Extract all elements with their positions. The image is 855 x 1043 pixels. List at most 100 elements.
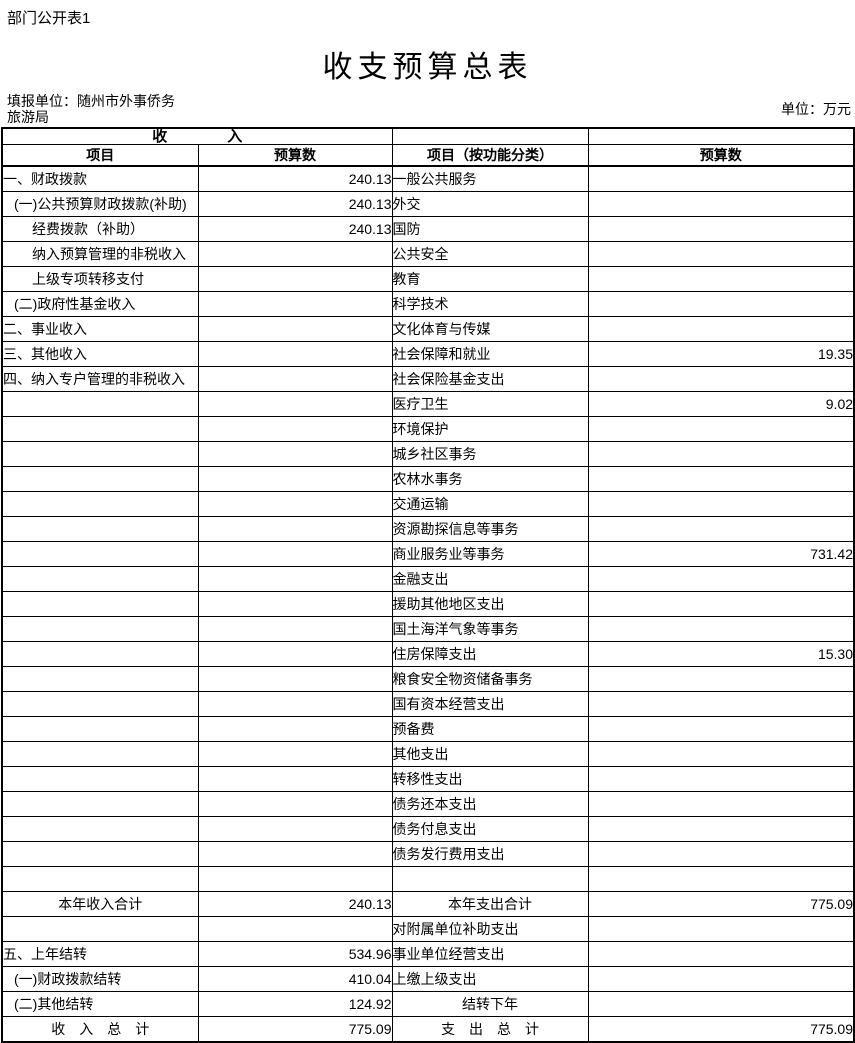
expense-item-cell: 国有资本经营支出 <box>391 691 589 717</box>
expense-item-cell: 住房保障支出 <box>391 641 589 667</box>
income-item-cell: (二)其他结转 <box>1 991 199 1017</box>
expense-section-header-empty <box>391 127 589 145</box>
income-item-cell <box>1 866 199 892</box>
income-amount-cell: 534.96 <box>197 941 393 967</box>
income-item-cell <box>1 516 199 542</box>
table-row: (一)公共预算财政拨款(补助) 240.13 外交 <box>1 191 855 217</box>
expense-amount-cell: 9.02 <box>587 391 855 417</box>
table-row: 经费拨款（补助） 240.13 国防 <box>1 216 855 242</box>
income-amount-cell <box>197 441 393 467</box>
income-item-cell <box>1 791 199 817</box>
table-row: 四、纳入专户管理的非税收入 社会保险基金支出 <box>1 366 855 392</box>
expense-amount-cell <box>587 165 855 192</box>
income-amount-cell <box>197 291 393 317</box>
table-row: 债务付息支出 <box>1 816 855 842</box>
column-header-row: 项目 预算数 项目（按功能分类） 预算数 <box>1 144 855 167</box>
expense-amount-cell <box>587 616 855 642</box>
reporting-unit-line2: 旅游局 <box>7 109 49 125</box>
income-amount-cell <box>197 566 393 592</box>
income-section-header: 收 入 <box>1 127 393 145</box>
table-row: 三、其他收入 社会保障和就业 19.35 <box>1 341 855 367</box>
column-header-expense-amount: 预算数 <box>587 144 855 167</box>
expense-item-cell: 事业单位经营支出 <box>391 941 589 967</box>
expense-amount-cell <box>587 191 855 217</box>
expense-item-cell: 其他支出 <box>391 741 589 767</box>
amount-unit: 单位：万元 <box>781 101 851 117</box>
expense-amount-cell <box>587 791 855 817</box>
income-amount-cell <box>197 641 393 667</box>
income-item-cell <box>1 641 199 667</box>
expense-amount-cell <box>587 591 855 617</box>
income-amount-cell <box>197 466 393 492</box>
expense-amount-cell <box>587 841 855 867</box>
income-amount-cell <box>197 616 393 642</box>
expense-item-cell: 支 出 总 计 <box>391 1016 589 1043</box>
expense-amount-cell <box>587 916 855 942</box>
table-row: 金融支出 <box>1 566 855 592</box>
table-row: 债务发行费用支出 <box>1 841 855 867</box>
expense-amount-cell: 731.42 <box>587 541 855 567</box>
income-item-cell <box>1 591 199 617</box>
expense-amount-cell <box>587 216 855 242</box>
income-item-cell <box>1 691 199 717</box>
expense-amount-cell <box>587 291 855 317</box>
income-item-cell <box>1 841 199 867</box>
expense-amount-cell <box>587 491 855 517</box>
income-amount-cell: 775.09 <box>197 1016 393 1043</box>
expense-amount-cell <box>587 941 855 967</box>
income-amount-cell <box>197 516 393 542</box>
expense-item-cell: 上缴上级支出 <box>391 966 589 992</box>
expense-item-cell: 对附属单位补助支出 <box>391 916 589 942</box>
expense-item-cell: 农林水事务 <box>391 466 589 492</box>
income-amount-cell <box>197 591 393 617</box>
expense-amount-cell <box>587 866 855 892</box>
income-item-cell <box>1 441 199 467</box>
expense-amount-cell: 775.09 <box>587 1016 855 1043</box>
income-amount-cell <box>197 841 393 867</box>
income-amount-cell <box>197 541 393 567</box>
income-item-cell: 四、纳入专户管理的非税收入 <box>1 366 199 392</box>
table-row: 一、财政拨款 240.13 一般公共服务 <box>1 165 855 192</box>
doc-label: 部门公开表1 <box>7 10 91 27</box>
income-item-cell <box>1 416 199 442</box>
expense-item-cell: 资源勘探信息等事务 <box>391 516 589 542</box>
expense-item-cell: 预备费 <box>391 716 589 742</box>
income-item-cell: 本年收入合计 <box>1 891 199 917</box>
table-row: 债务还本支出 <box>1 791 855 817</box>
expense-amount-cell: 19.35 <box>587 341 855 367</box>
expense-amount-cell <box>587 441 855 467</box>
expense-item-cell: 债务发行费用支出 <box>391 841 589 867</box>
income-amount-cell <box>197 366 393 392</box>
table-row: 城乡社区事务 <box>1 441 855 467</box>
income-item-cell <box>1 766 199 792</box>
column-header-income-amount: 预算数 <box>197 144 393 167</box>
table-row: 其他支出 <box>1 741 855 767</box>
expense-item-cell: 文化体育与传媒 <box>391 316 589 342</box>
table-row: 医疗卫生 9.02 <box>1 391 855 417</box>
income-item-cell <box>1 741 199 767</box>
income-amount-cell <box>197 666 393 692</box>
expense-item-cell: 金融支出 <box>391 566 589 592</box>
income-amount-cell <box>197 316 393 342</box>
table-row: (一)财政拨款结转 410.04 上缴上级支出 <box>1 966 855 992</box>
table-row: 转移性支出 <box>1 766 855 792</box>
column-header-expense-item: 项目（按功能分类） <box>391 144 589 167</box>
table-row: 对附属单位补助支出 <box>1 916 855 942</box>
income-item-cell: 一、财政拨款 <box>1 165 199 192</box>
income-item-cell: 二、事业收入 <box>1 316 199 342</box>
income-amount-cell <box>197 766 393 792</box>
income-amount-cell: 410.04 <box>197 966 393 992</box>
table-row: (二)政府性基金收入 科学技术 <box>1 291 855 317</box>
expense-amount-cell <box>587 466 855 492</box>
expense-amount-cell <box>587 766 855 792</box>
table-row: 粮食安全物资储备事务 <box>1 666 855 692</box>
expense-section-value-header-empty <box>587 127 855 145</box>
income-amount-cell: 240.13 <box>197 891 393 917</box>
income-item-cell <box>1 666 199 692</box>
income-item-cell: 纳入预算管理的非税收入 <box>1 241 199 267</box>
expense-item-cell: 援助其他地区支出 <box>391 591 589 617</box>
income-amount-cell <box>197 341 393 367</box>
table-row: 援助其他地区支出 <box>1 591 855 617</box>
expense-amount-cell: 775.09 <box>587 891 855 917</box>
expense-amount-cell <box>587 241 855 267</box>
